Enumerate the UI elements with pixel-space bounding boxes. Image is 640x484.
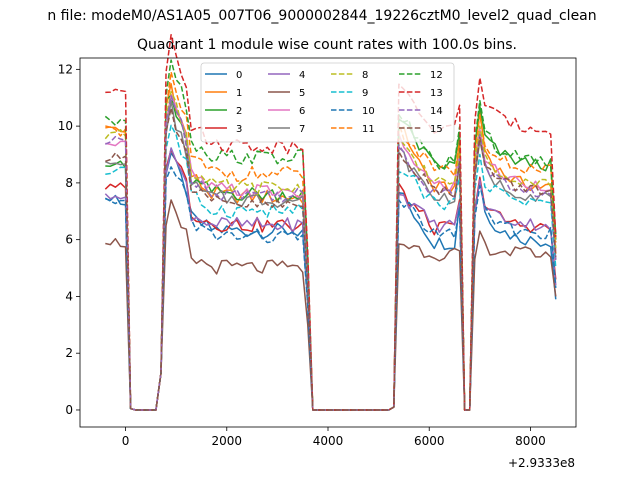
series-line-10 [104,166,557,411]
y-axis-ticks: 0 2 4 6 8 10 12 [58,62,80,417]
legend-label-9: 9 [362,88,368,99]
axes-frame [79,57,577,428]
x-axis-ticks: 0 2000 4000 6000 8000 [122,427,546,448]
legend-frame [200,62,455,143]
legend-label-8: 8 [362,70,368,81]
legend-label-10: 10 [362,106,375,117]
x-tick-label: 0 [122,434,130,448]
legend-label-11: 11 [362,124,375,135]
legend-label-3: 3 [236,124,242,135]
y-tick-label: 4 [65,289,73,303]
legend-label-0: 0 [236,70,242,81]
x-tick-label: 2000 [212,434,243,448]
series-line-15 [105,107,557,411]
series-line-12 [104,59,557,411]
legend-label-2: 2 [236,106,242,117]
y-tick-label: 0 [65,403,73,417]
y-tick-label: 12 [58,62,73,76]
legend-label-7: 7 [299,124,305,135]
chart-title: Quadrant 1 module wise count rates with … [137,37,517,53]
y-tick-label: 6 [65,233,73,247]
legend-label-15: 15 [430,124,443,135]
legend-label-13: 13 [430,88,443,99]
y-tick-label: 2 [65,346,73,360]
x-tick-label: 8000 [515,434,546,448]
legend-label-4: 4 [299,70,305,81]
x-tick-label: 4000 [313,434,344,448]
legend-label-5: 5 [299,88,305,99]
legend-label-6: 6 [299,106,305,117]
legend-label-14: 14 [430,106,443,117]
x-axis-offset-label: +2.9333e8 [508,456,575,470]
y-tick-label: 10 [58,119,73,133]
y-tick-label: 8 [65,176,73,190]
figure-suptitle: n file: modeM0/AS1A05_007T06_9000002844_… [47,8,596,24]
x-tick-label: 6000 [414,434,445,448]
legend-label-12: 12 [430,70,443,81]
legend-label-1: 1 [236,88,242,99]
plot-lines [104,33,557,411]
